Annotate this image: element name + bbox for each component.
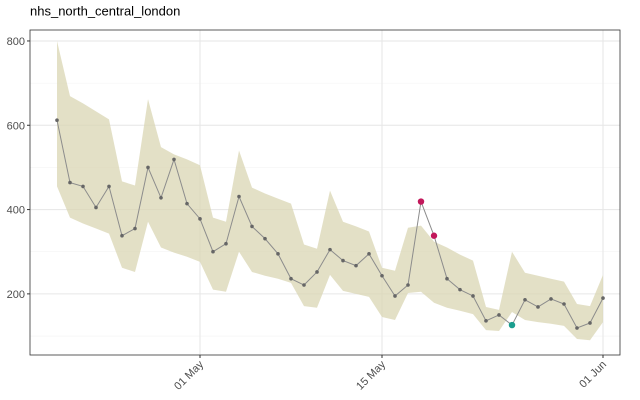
data-point bbox=[146, 165, 150, 170]
panel-border bbox=[29, 29, 621, 356]
highlight-point bbox=[430, 232, 438, 239]
data-point bbox=[107, 184, 111, 189]
data-point bbox=[380, 273, 384, 278]
data-point bbox=[575, 326, 579, 330]
y-tick-label: 800 bbox=[7, 36, 25, 48]
y-tick-label: 600 bbox=[7, 120, 25, 132]
chart-title: nhs_north_central_london bbox=[30, 3, 180, 18]
data-point bbox=[588, 321, 592, 325]
data-point bbox=[445, 276, 449, 281]
data-point bbox=[367, 252, 371, 256]
data-point bbox=[328, 247, 332, 252]
highlight-point bbox=[508, 321, 516, 329]
highlight-point bbox=[417, 198, 425, 205]
data-point bbox=[250, 224, 254, 229]
data-point bbox=[172, 157, 176, 162]
x-tick-label: 01 May bbox=[172, 358, 206, 392]
confidence-band bbox=[57, 40, 603, 341]
data-point bbox=[159, 195, 163, 200]
data-point bbox=[81, 184, 85, 189]
data-point bbox=[562, 302, 566, 306]
y-tick-label: 200 bbox=[7, 289, 25, 301]
data-point bbox=[198, 217, 202, 221]
data-point bbox=[601, 296, 605, 300]
data-point bbox=[237, 194, 241, 199]
x-tick-label: 15 May bbox=[354, 358, 388, 392]
data-point bbox=[55, 118, 59, 123]
y-tick-label: 400 bbox=[7, 205, 25, 217]
data-point bbox=[120, 233, 124, 238]
data-point bbox=[94, 205, 98, 210]
x-tick-label: 01 Jun bbox=[577, 359, 609, 391]
data-point bbox=[484, 319, 488, 323]
data-point bbox=[68, 180, 72, 185]
data-point bbox=[276, 252, 280, 256]
data-point bbox=[133, 226, 137, 231]
data-point bbox=[185, 201, 189, 206]
data-point bbox=[302, 283, 306, 287]
data-point bbox=[471, 294, 475, 298]
data-point bbox=[341, 258, 345, 263]
data-point bbox=[549, 297, 553, 301]
data-point bbox=[289, 276, 293, 281]
data-point bbox=[458, 287, 462, 292]
data-point bbox=[406, 283, 410, 287]
data-point bbox=[224, 241, 228, 246]
data-point bbox=[354, 263, 358, 268]
data-point bbox=[497, 313, 501, 317]
data-point bbox=[393, 294, 397, 298]
data-point bbox=[211, 249, 215, 254]
data-point bbox=[315, 270, 319, 274]
data-point bbox=[523, 297, 527, 302]
data-point bbox=[263, 236, 267, 241]
data-point bbox=[536, 305, 540, 309]
